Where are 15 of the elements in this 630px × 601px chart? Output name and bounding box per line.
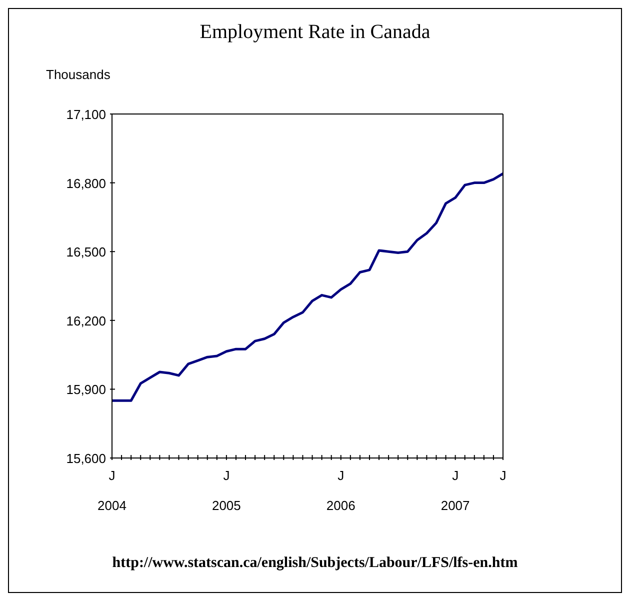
y-tick-label: 16,500 xyxy=(66,244,106,260)
x-tick-label: J 2004 xyxy=(98,468,126,513)
y-tick-label: 15,600 xyxy=(66,451,106,466)
x-tick-label: J 2007 xyxy=(440,468,470,513)
y-tick-label: 15,900 xyxy=(66,382,106,398)
y-tick-label: 16,200 xyxy=(66,313,106,328)
line-series xyxy=(112,172,503,402)
text: http://www.statscan.ca/english/Subjects/Labour/LFS/lfs-en.htm xyxy=(111,555,519,572)
y-tick-label: 16,800 xyxy=(66,176,106,191)
x-tick-label: J xyxy=(500,468,506,483)
x-tick-label: J 2005 xyxy=(212,468,241,513)
x-tick-label: J 2006 xyxy=(326,468,356,513)
y-tick-label: 17,100 xyxy=(66,107,106,122)
chart-title: Employment Rate in Canada xyxy=(198,21,432,44)
y-axis-title: Thousands xyxy=(46,67,110,82)
